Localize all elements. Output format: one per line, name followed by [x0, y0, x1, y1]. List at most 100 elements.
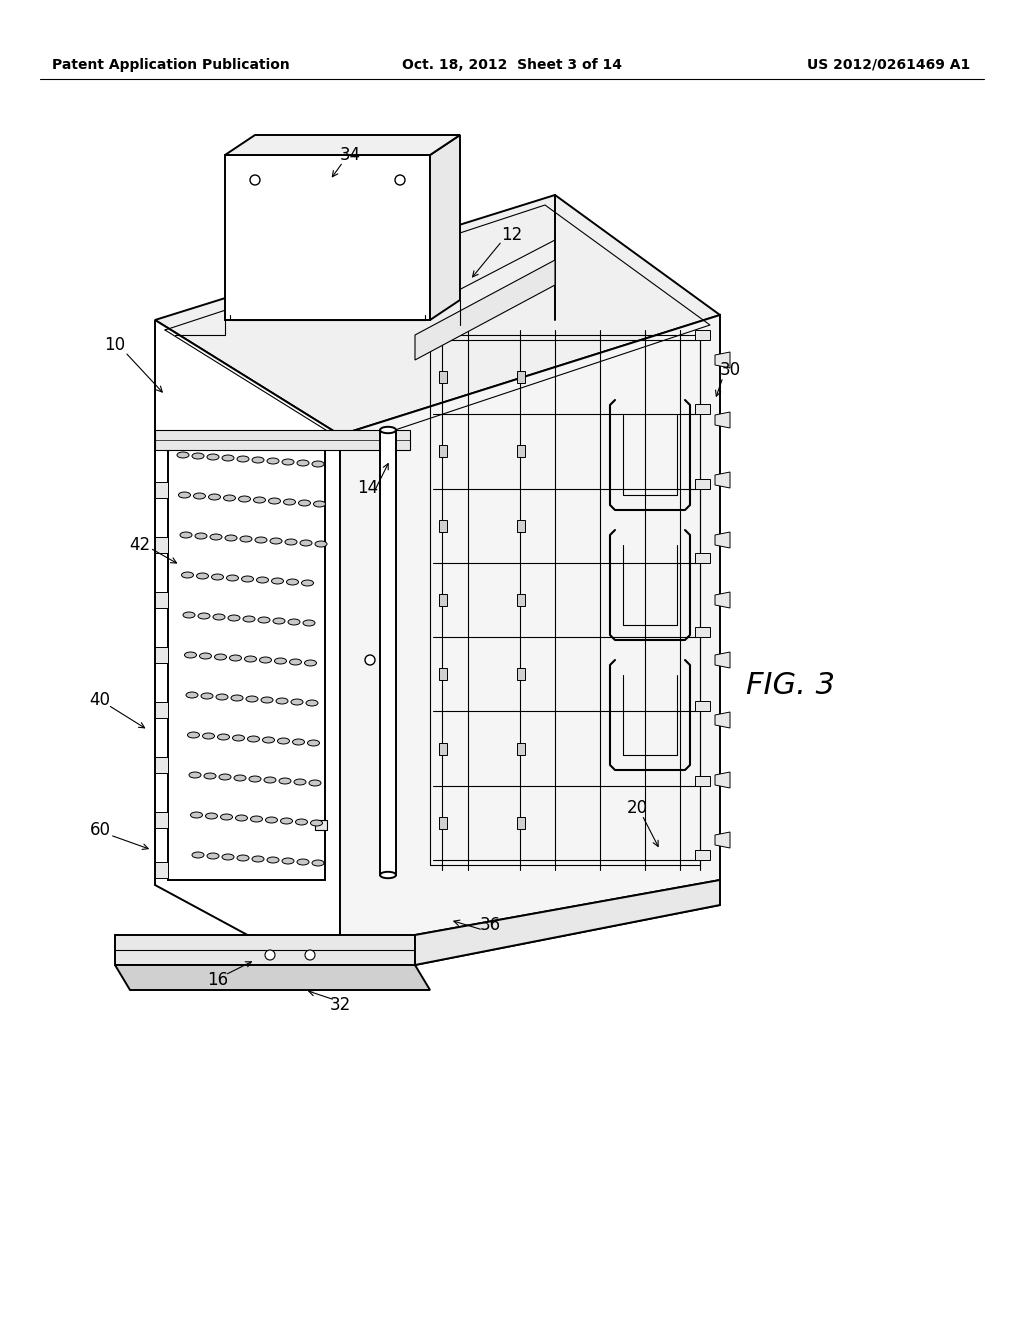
Ellipse shape — [264, 777, 276, 783]
Ellipse shape — [232, 735, 245, 741]
Polygon shape — [115, 965, 430, 990]
Ellipse shape — [315, 541, 327, 546]
Ellipse shape — [304, 660, 316, 667]
Ellipse shape — [207, 454, 219, 459]
Circle shape — [250, 176, 260, 185]
Ellipse shape — [261, 697, 273, 704]
Ellipse shape — [248, 737, 259, 742]
Polygon shape — [695, 404, 710, 414]
Polygon shape — [439, 594, 447, 606]
Ellipse shape — [271, 578, 284, 583]
Polygon shape — [715, 652, 730, 668]
Ellipse shape — [242, 576, 254, 582]
Ellipse shape — [222, 455, 234, 461]
Ellipse shape — [237, 455, 249, 462]
Ellipse shape — [254, 498, 265, 503]
Polygon shape — [155, 812, 168, 828]
Ellipse shape — [195, 533, 207, 539]
Polygon shape — [439, 520, 447, 532]
Ellipse shape — [268, 498, 281, 504]
Polygon shape — [155, 591, 168, 609]
Polygon shape — [430, 135, 460, 319]
Ellipse shape — [273, 618, 285, 624]
Polygon shape — [695, 850, 710, 861]
Polygon shape — [415, 880, 720, 965]
Ellipse shape — [226, 576, 239, 581]
Ellipse shape — [276, 698, 288, 704]
Polygon shape — [517, 743, 525, 755]
Polygon shape — [517, 445, 525, 458]
Polygon shape — [695, 627, 710, 638]
Text: 16: 16 — [208, 972, 228, 989]
Ellipse shape — [258, 616, 270, 623]
Polygon shape — [155, 195, 720, 436]
Ellipse shape — [251, 816, 262, 822]
Ellipse shape — [299, 500, 310, 506]
Polygon shape — [695, 330, 710, 341]
Circle shape — [365, 655, 375, 665]
Ellipse shape — [294, 779, 306, 785]
Ellipse shape — [380, 871, 396, 878]
Polygon shape — [155, 647, 168, 663]
Ellipse shape — [212, 574, 223, 579]
Polygon shape — [439, 445, 447, 458]
Ellipse shape — [190, 812, 203, 818]
Polygon shape — [517, 668, 525, 680]
Ellipse shape — [220, 814, 232, 820]
Ellipse shape — [303, 620, 315, 626]
Polygon shape — [715, 352, 730, 368]
Polygon shape — [155, 862, 168, 878]
Ellipse shape — [282, 858, 294, 865]
Ellipse shape — [307, 741, 319, 746]
Ellipse shape — [231, 696, 243, 701]
Ellipse shape — [177, 451, 189, 458]
Circle shape — [265, 950, 275, 960]
Ellipse shape — [296, 818, 307, 825]
Polygon shape — [380, 430, 396, 875]
Ellipse shape — [274, 657, 287, 664]
Ellipse shape — [209, 494, 220, 500]
Polygon shape — [155, 430, 410, 450]
Ellipse shape — [200, 653, 212, 659]
Ellipse shape — [310, 820, 323, 826]
Text: 10: 10 — [104, 337, 126, 354]
Circle shape — [395, 176, 406, 185]
Polygon shape — [715, 832, 730, 847]
Ellipse shape — [206, 813, 217, 818]
Ellipse shape — [291, 700, 303, 705]
Polygon shape — [695, 553, 710, 562]
Text: US 2012/0261469 A1: US 2012/0261469 A1 — [807, 58, 970, 73]
Text: 32: 32 — [330, 997, 350, 1014]
Ellipse shape — [243, 616, 255, 622]
Ellipse shape — [288, 619, 300, 624]
Polygon shape — [225, 135, 460, 154]
Ellipse shape — [184, 652, 197, 657]
Ellipse shape — [255, 537, 267, 543]
Ellipse shape — [225, 535, 237, 541]
Ellipse shape — [214, 653, 226, 660]
Circle shape — [305, 950, 315, 960]
Ellipse shape — [309, 780, 321, 785]
Polygon shape — [715, 772, 730, 788]
Ellipse shape — [207, 853, 219, 859]
Text: 42: 42 — [129, 536, 151, 554]
Ellipse shape — [245, 656, 256, 663]
Ellipse shape — [313, 502, 326, 507]
Ellipse shape — [239, 496, 251, 502]
Ellipse shape — [249, 776, 261, 781]
Text: 12: 12 — [502, 226, 522, 244]
Polygon shape — [715, 473, 730, 488]
Ellipse shape — [201, 693, 213, 700]
Polygon shape — [155, 537, 168, 553]
Ellipse shape — [297, 459, 309, 466]
Polygon shape — [715, 412, 730, 428]
Text: Oct. 18, 2012  Sheet 3 of 14: Oct. 18, 2012 Sheet 3 of 14 — [402, 58, 622, 73]
Ellipse shape — [204, 774, 216, 779]
Text: 60: 60 — [89, 821, 111, 840]
Polygon shape — [695, 701, 710, 711]
Polygon shape — [439, 371, 447, 383]
Polygon shape — [115, 935, 415, 965]
Ellipse shape — [234, 775, 246, 781]
Ellipse shape — [223, 495, 236, 502]
Ellipse shape — [265, 817, 278, 822]
